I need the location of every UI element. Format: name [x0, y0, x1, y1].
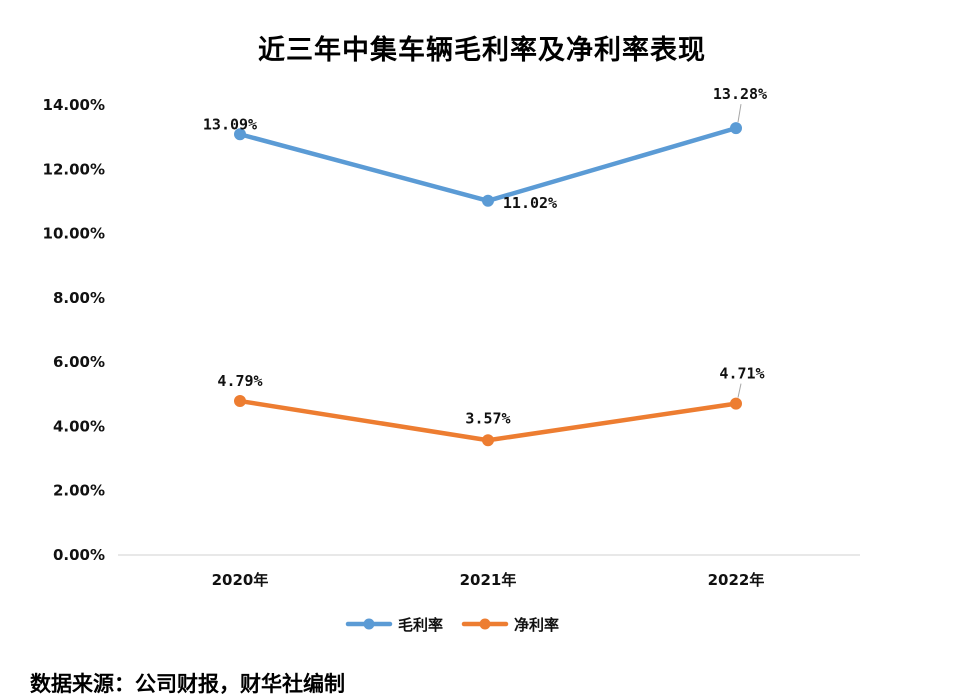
- data-point: [730, 122, 742, 135]
- y-tick-label: 2.00%: [53, 482, 105, 500]
- label-leader-line: [737, 104, 742, 123]
- data-point: [730, 397, 742, 410]
- label-leader-line: [737, 383, 742, 398]
- y-tick-label: 8.00%: [53, 289, 105, 307]
- data-point: [482, 194, 494, 207]
- y-tick-label: 6.00%: [53, 353, 105, 371]
- y-tick-label: 4.00%: [53, 417, 105, 435]
- data-point: [234, 395, 246, 408]
- legend-label: 净利率: [514, 616, 559, 634]
- y-tick-label: 14.00%: [43, 96, 105, 114]
- data-label: 4.79%: [217, 372, 262, 390]
- legend: 毛利率 净利率: [345, 616, 559, 634]
- x-tick-label: 2021年: [460, 571, 517, 589]
- y-axis-ticks: 0.00% 2.00% 4.00% 6.00% 8.00% 10.00% 12.00% 14.…: [43, 96, 105, 564]
- y-tick-label: 12.00%: [43, 160, 105, 178]
- x-tick-label: 2020年: [212, 571, 269, 589]
- legend-label: 毛利率: [398, 616, 443, 634]
- data-label: 13.09%: [203, 115, 257, 133]
- data-point: [482, 434, 494, 447]
- data-label: 11.02%: [503, 194, 557, 212]
- data-label: 4.71%: [719, 365, 764, 383]
- chart-title: 近三年中集车辆毛利率及净利率表现: [258, 35, 706, 66]
- x-axis: 2020年 2021年 2022年: [118, 554, 860, 589]
- legend-swatch-marker: [363, 618, 375, 630]
- data-label: 3.57%: [465, 409, 510, 427]
- x-tick-label: 2022年: [708, 571, 765, 589]
- line-chart: 0.00% 2.00% 4.00% 6.00% 8.00% 10.00% 12.00% 14.…: [43, 85, 860, 634]
- y-tick-label: 10.00%: [43, 225, 105, 243]
- series-line-1: [237, 125, 739, 204]
- data-label: 13.28%: [713, 85, 767, 103]
- data-point: [234, 128, 246, 141]
- legend-swatch-marker: [479, 618, 491, 630]
- y-tick-label: 0.00%: [53, 546, 105, 564]
- source-note: 数据来源：公司财报，财华社编制: [30, 671, 345, 696]
- series-layer: 13.09% 11.02% 13.28% 4.79% 3.57% 4.71%: [203, 85, 767, 447]
